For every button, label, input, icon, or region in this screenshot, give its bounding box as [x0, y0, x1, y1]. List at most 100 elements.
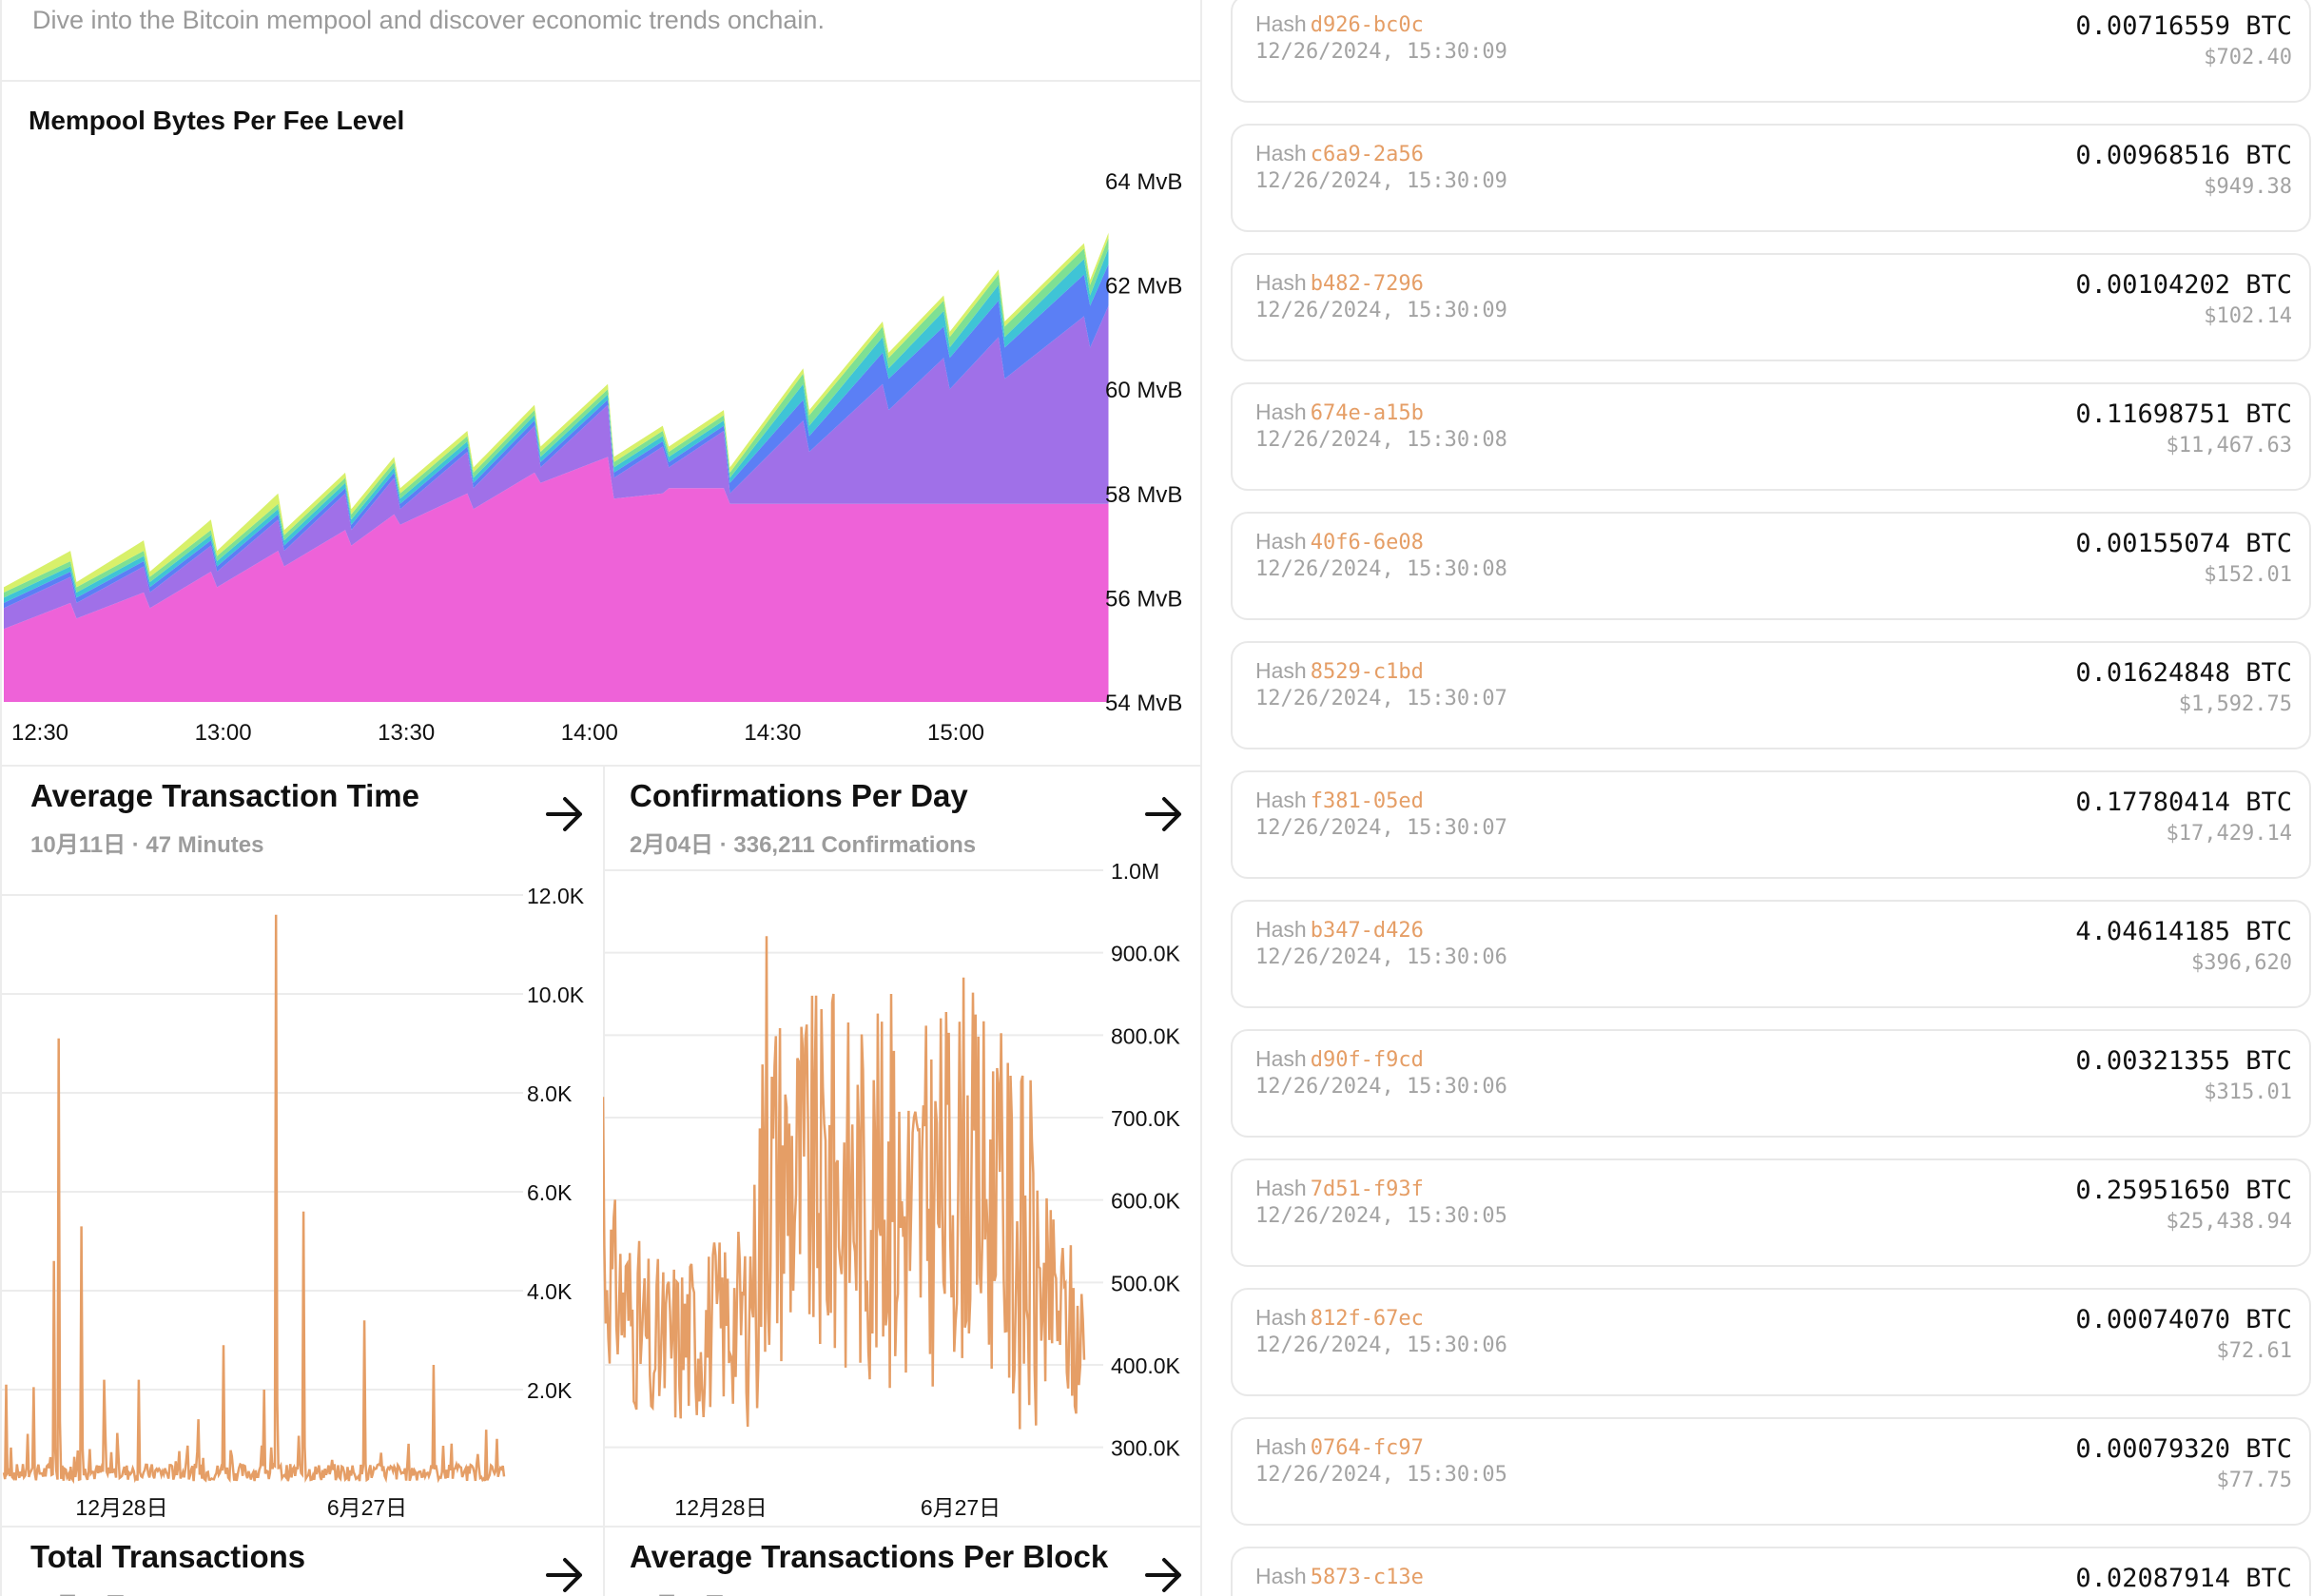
- hash-label: Hash b482-7296: [1255, 270, 1424, 296]
- transaction-card[interactable]: Hash 8529-c1bd 12/26/2024, 15:30:07 0.01624…: [1231, 641, 2311, 749]
- transaction-time: 12/26/2024, 15:30:07: [1255, 816, 1507, 840]
- divider: [2, 80, 1202, 82]
- y-tick-label: 64 MvB: [1105, 169, 1182, 195]
- transaction-time: 12/26/2024, 15:30:08: [1255, 428, 1507, 452]
- arrow-right-icon[interactable]: [1143, 795, 1185, 833]
- x-tick-label: 12月28日: [75, 1495, 167, 1520]
- hash-value[interactable]: b482-7296: [1310, 272, 1424, 296]
- usd-amount: $11,467.63: [2166, 434, 2292, 457]
- y-tick-label: 500.0K: [1111, 1271, 1181, 1295]
- hash-value[interactable]: b347-d426: [1310, 919, 1424, 943]
- hash-label: Hash b347-d426: [1255, 917, 1424, 943]
- transaction-card[interactable]: Hash f381-05ed 12/26/2024, 15:30:07 0.17780…: [1231, 770, 2311, 879]
- btc-amount: 4.04614185 BTC: [2075, 917, 2292, 946]
- hash-value[interactable]: c6a9-2a56: [1310, 143, 1424, 166]
- hash-label: Hash c6a9-2a56: [1255, 141, 1424, 166]
- hash-value[interactable]: 7d51-f93f: [1310, 1178, 1424, 1201]
- transactions-list: Hash d926-bc0c 12/26/2024, 15:30:09 0.00716…: [1227, 0, 2313, 1596]
- hash-label-text: Hash: [1255, 1434, 1307, 1459]
- y-tick-label: 54 MvB: [1105, 691, 1182, 716]
- hash-value[interactable]: d926-bc0c: [1310, 13, 1424, 37]
- arrow-right-icon[interactable]: [1143, 1556, 1185, 1594]
- y-tick-label: 600.0K: [1111, 1189, 1181, 1214]
- hash-label-text: Hash: [1255, 658, 1307, 683]
- transaction-time: 12/26/2024, 15:30:06: [1255, 1333, 1507, 1357]
- transaction-card[interactable]: Hash d90f-f9cd 12/26/2024, 15:30:06 0.00321…: [1231, 1029, 2311, 1138]
- hash-label: Hash f381-05ed: [1255, 788, 1424, 813]
- btc-amount: 0.00155074 BTC: [2075, 529, 2292, 558]
- usd-amount: $949.38: [2204, 175, 2292, 199]
- hash-label: Hash 8529-c1bd: [1255, 658, 1424, 684]
- transaction-card[interactable]: Hash c6a9-2a56 12/26/2024, 15:30:09 0.00968…: [1231, 124, 2311, 232]
- transaction-card[interactable]: Hash b482-7296 12/26/2024, 15:30:09 0.00104…: [1231, 253, 2311, 361]
- hash-label-text: Hash: [1255, 11, 1307, 36]
- x-tick-label: 13:00: [195, 720, 252, 746]
- card-title: Average Transactions Per Block: [630, 1539, 1109, 1574]
- transaction-card[interactable]: Hash b347-d426 12/26/2024, 15:30:06 4.04614…: [1231, 900, 2311, 1008]
- x-tick-label: 14:30: [744, 720, 801, 746]
- transaction-time: 12/26/2024, 15:30:07: [1255, 687, 1507, 710]
- usd-amount: $396,620: [2191, 951, 2292, 975]
- usd-amount: $102.14: [2204, 304, 2292, 328]
- hash-value[interactable]: 8529-c1bd: [1310, 660, 1424, 684]
- btc-amount: 0.02087914 BTC: [2075, 1564, 2292, 1593]
- card-subtitle: 12月25日 · 2 Tra...: [630, 1586, 819, 1596]
- hash-label-text: Hash: [1255, 1046, 1307, 1071]
- hash-value[interactable]: d90f-f9cd: [1310, 1048, 1424, 1072]
- hash-value[interactable]: 40f6-6e08: [1310, 531, 1424, 555]
- usd-amount: $315.01: [2204, 1080, 2292, 1104]
- hash-value[interactable]: f381-05ed: [1310, 789, 1424, 813]
- y-tick-label: 12.0K: [527, 884, 585, 908]
- card-subtitle: 2月04日 · 336,211 Confirmations: [630, 832, 977, 858]
- hash-label-text: Hash: [1255, 1176, 1307, 1200]
- transaction-card[interactable]: Hash 40f6-6e08 12/26/2024, 15:30:08 0.00155…: [1231, 512, 2311, 620]
- transaction-card[interactable]: Hash 5873-c13e 0.02087914 BTC: [1231, 1547, 2311, 1596]
- arrow-right-icon[interactable]: [544, 1556, 586, 1594]
- card-title: Total Transactions: [30, 1539, 306, 1574]
- usd-amount: $17,429.14: [2166, 822, 2292, 846]
- transaction-card[interactable]: Hash d926-bc0c 12/26/2024, 15:30:09 0.00716…: [1231, 0, 2311, 103]
- transaction-time: 12/26/2024, 15:30:08: [1255, 557, 1507, 581]
- usd-amount: $72.61: [2216, 1339, 2292, 1363]
- usd-amount: $25,438.94: [2166, 1210, 2292, 1234]
- transaction-time: 12/26/2024, 15:30:06: [1255, 1075, 1507, 1099]
- hash-value[interactable]: 674e-a15b: [1310, 401, 1424, 425]
- hash-label-text: Hash: [1255, 529, 1307, 554]
- hash-label-text: Hash: [1255, 270, 1307, 295]
- hash-value[interactable]: 0764-fc97: [1310, 1436, 1424, 1460]
- hash-label: Hash 5873-c13e: [1255, 1564, 1424, 1589]
- transaction-card[interactable]: Hash 674e-a15b 12/26/2024, 15:30:08 0.11698…: [1231, 382, 2311, 491]
- transaction-card[interactable]: Hash 7d51-f93f 12/26/2024, 15:30:05 0.25951…: [1231, 1158, 2311, 1267]
- x-tick-label: 15:00: [927, 720, 984, 746]
- confirmations-per-day-chart: 1.0M 900.0K 800.0K 700.0K 600.0K 500.0K 400.0K…: [603, 861, 1181, 1520]
- transaction-time: 12/26/2024, 15:30:09: [1255, 299, 1507, 322]
- btc-amount: 0.25951650 BTC: [2075, 1176, 2292, 1205]
- btc-amount: 0.00716559 BTC: [2075, 11, 2292, 41]
- hash-label: Hash d926-bc0c: [1255, 11, 1424, 37]
- page-subtitle: Dive into the Bitcoin mempool and discov…: [32, 6, 825, 34]
- hash-value[interactable]: 812f-67ec: [1310, 1307, 1424, 1331]
- hash-label: Hash 7d51-f93f: [1255, 1176, 1424, 1201]
- arrow-right-icon[interactable]: [544, 795, 586, 833]
- x-tick-label: 12:30: [11, 720, 68, 746]
- y-tick-label: 300.0K: [1111, 1436, 1181, 1461]
- usd-amount: $152.01: [2204, 563, 2292, 587]
- divider: [2, 1526, 1202, 1528]
- btc-amount: 0.00321355 BTC: [2075, 1046, 2292, 1076]
- hash-label: Hash 40f6-6e08: [1255, 529, 1424, 555]
- y-tick-label: 700.0K: [1111, 1106, 1181, 1131]
- hash-value[interactable]: 5873-c13e: [1310, 1566, 1424, 1589]
- y-tick-label: 800.0K: [1111, 1023, 1181, 1048]
- btc-amount: 0.11698751 BTC: [2075, 399, 2292, 429]
- x-tick-label: 14:00: [561, 720, 618, 746]
- transaction-time: 12/26/2024, 15:30:09: [1255, 169, 1507, 193]
- transaction-time: 12/26/2024, 15:30:06: [1255, 945, 1507, 969]
- x-tick-label: 6月27日: [921, 1495, 1001, 1520]
- mempool-series-1: [4, 305, 1109, 630]
- transaction-card[interactable]: Hash 812f-67ec 12/26/2024, 15:30:06 0.00074…: [1231, 1288, 2311, 1396]
- usd-amount: $1,592.75: [2178, 692, 2292, 716]
- btc-amount: 0.00074070 BTC: [2075, 1305, 2292, 1334]
- hash-label-text: Hash: [1255, 1564, 1307, 1588]
- transaction-card[interactable]: Hash 0764-fc97 12/26/2024, 15:30:05 0.00079…: [1231, 1417, 2311, 1526]
- mempool-chart-title: Mempool Bytes Per Fee Level: [29, 106, 405, 135]
